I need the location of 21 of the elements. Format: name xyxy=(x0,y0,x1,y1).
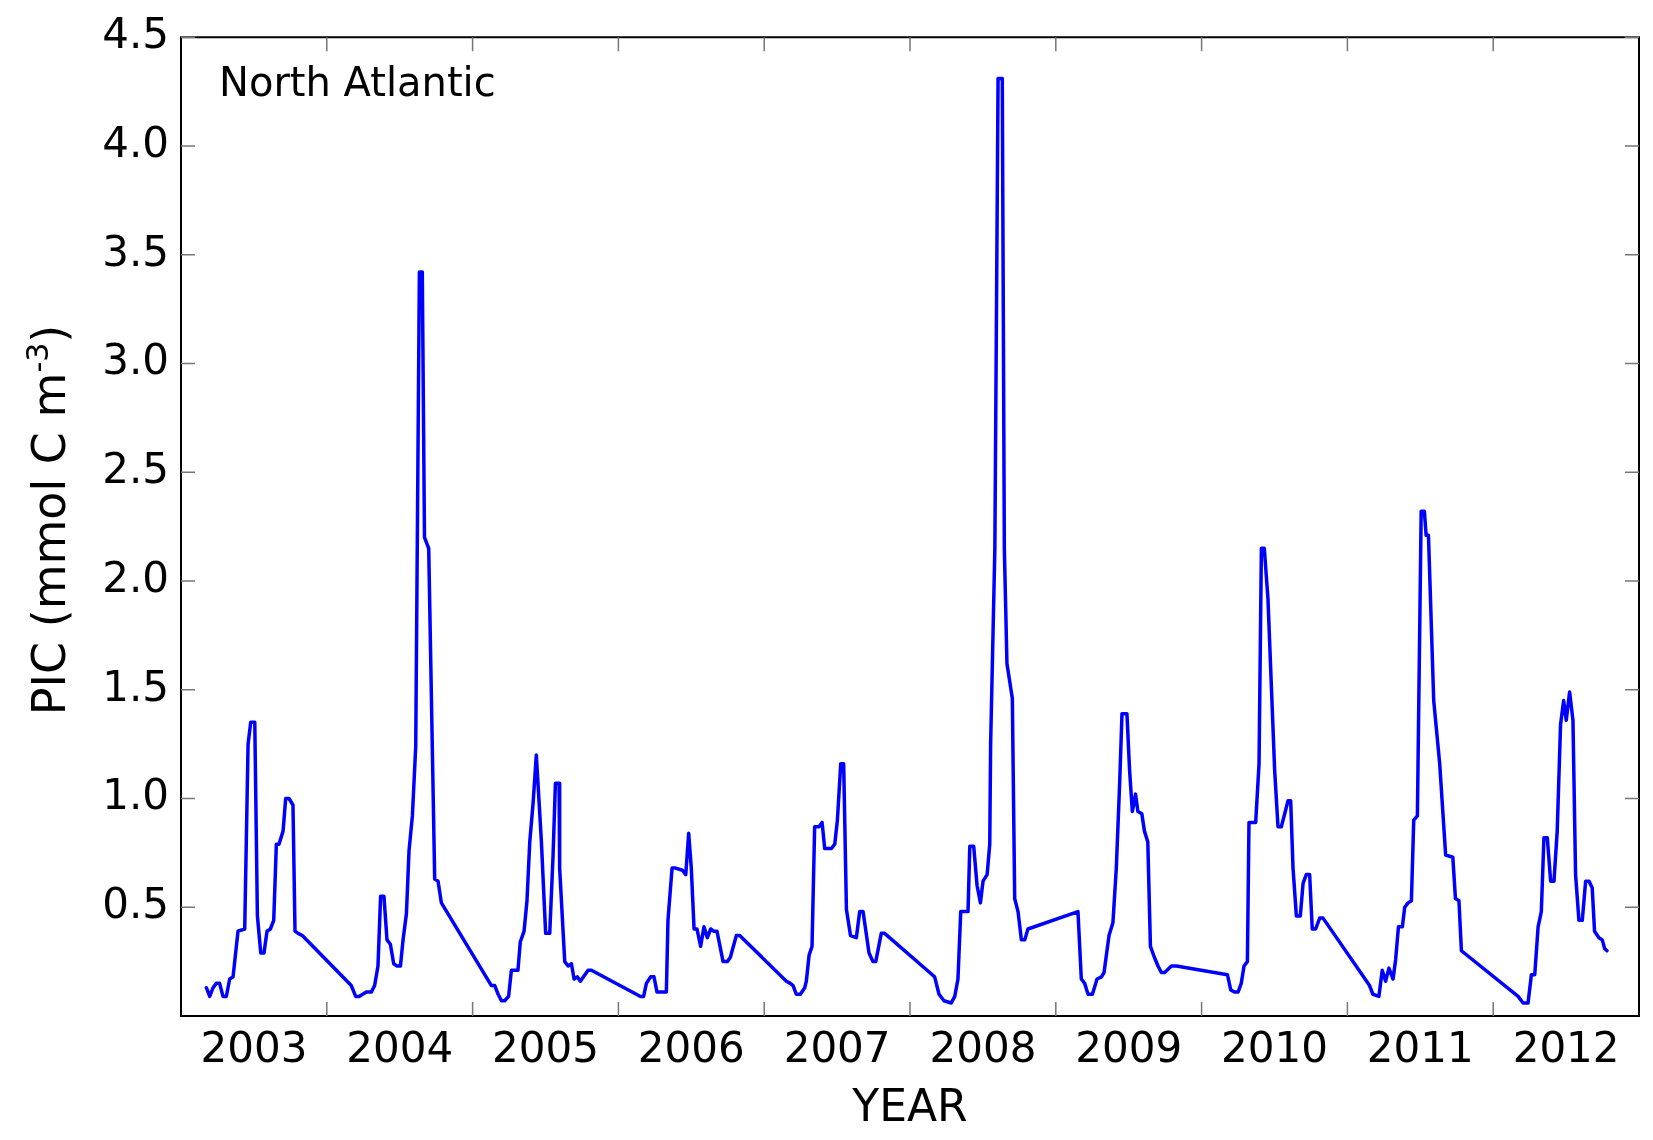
y-tick-label: 1.0 xyxy=(102,770,169,820)
x-tick-label: 2010 xyxy=(1221,1023,1328,1073)
y-tick-label: 4.0 xyxy=(102,117,169,167)
x-axis-title: YEAR xyxy=(851,1080,968,1132)
x-tick-label: 2006 xyxy=(637,1023,745,1073)
y-tick-label: 0.5 xyxy=(102,879,169,929)
annotation: North Atlantic xyxy=(219,58,496,105)
y-tick-label: 3.0 xyxy=(102,335,169,385)
x-tick-label: 2009 xyxy=(1075,1023,1183,1073)
x-tick-label: 2003 xyxy=(200,1023,308,1073)
x-tick-label: 2007 xyxy=(783,1023,891,1073)
x-tick-label: 2008 xyxy=(929,1023,1037,1073)
x-tick-label: 2011 xyxy=(1366,1023,1474,1073)
y-tick-label: 2.0 xyxy=(102,552,169,602)
y-tick-label: 2.5 xyxy=(102,444,169,494)
x-tick-label: 2012 xyxy=(1512,1023,1620,1073)
y-tick-label: 4.5 xyxy=(102,9,169,59)
y-tick-label: 3.5 xyxy=(102,226,169,276)
y-tick-label: 1.5 xyxy=(102,661,169,711)
x-tick-label: 2004 xyxy=(346,1023,454,1073)
x-tick-label: 2005 xyxy=(492,1023,599,1073)
